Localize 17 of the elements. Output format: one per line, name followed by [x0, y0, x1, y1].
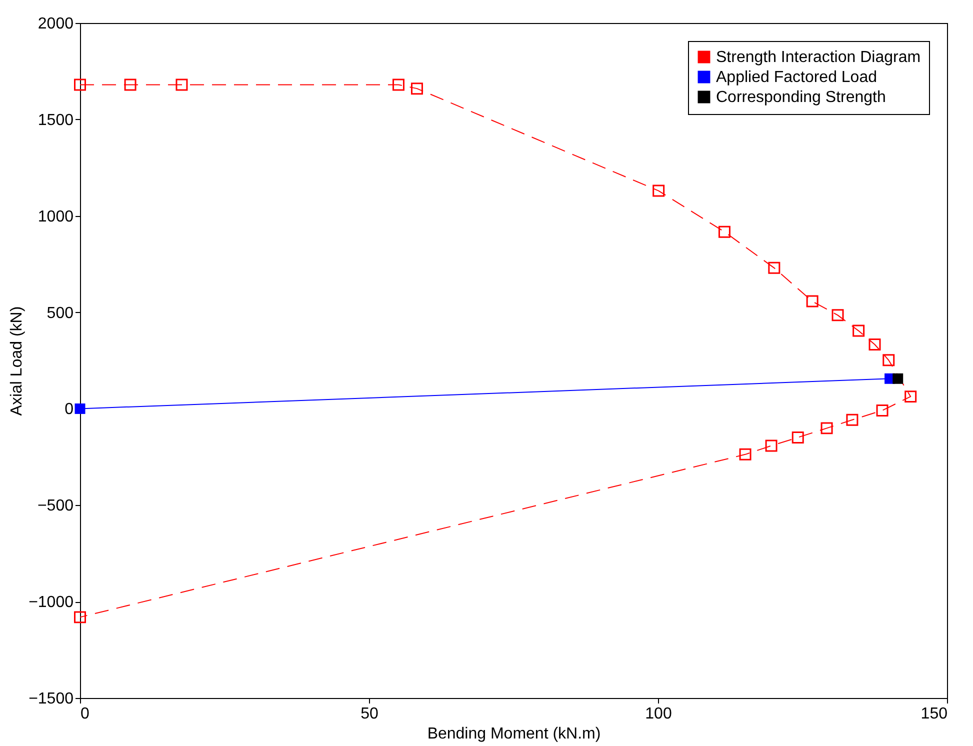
- x-tick-label: 0: [80, 706, 90, 722]
- y-tick-label: −500: [37, 498, 74, 515]
- y-tick-label: 500: [46, 304, 74, 322]
- y-tick-label: 1000: [38, 208, 74, 226]
- legend-label: Applied Factored Load: [716, 69, 877, 86]
- x-tick-label: 150: [920, 706, 948, 722]
- x-tick-label: 100: [645, 706, 672, 722]
- x-axis-title: Bending Moment (kN.m): [427, 726, 601, 742]
- y-tick-label: −1000: [28, 594, 74, 612]
- x-tick-label: 50: [360, 706, 378, 722]
- y-axis-title: Axial Load (kN): [8, 306, 26, 416]
- legend-label: Corresponding Strength: [716, 89, 886, 106]
- y-tick-label: 0: [64, 401, 74, 418]
- y-tick-label: 1500: [38, 112, 74, 129]
- legend-label: Strength Interaction Diagram: [716, 49, 921, 66]
- y-tick-label: −1500: [28, 690, 74, 708]
- y-tick-label: 2000: [38, 16, 74, 32]
